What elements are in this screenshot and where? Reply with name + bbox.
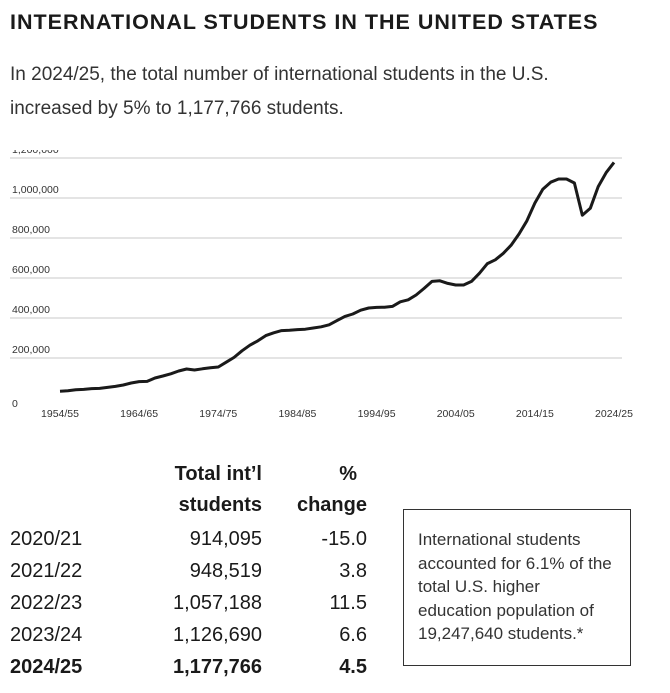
row-total: 914,095 <box>189 528 262 550</box>
row-change: 6.6 <box>339 624 367 646</box>
row-change: 3.8 <box>339 560 367 582</box>
title: INTERNATIONAL STUDENTS IN THE UNITED STA… <box>10 10 599 34</box>
row-total: 1,177,766 <box>173 656 262 678</box>
chart: 0 200,000 400,000 600,000 800,000 1,000,000 1,… <box>10 150 633 420</box>
x-tick-label: 2024/25 <box>595 408 633 420</box>
row-total: 948,519 <box>189 560 262 582</box>
column-header: students <box>178 494 262 516</box>
y-tick-label: 600,000 <box>12 264 50 276</box>
row-year: 2023/24 <box>10 624 83 646</box>
x-tick-label: 1984/85 <box>278 408 316 420</box>
column-header: change <box>296 494 367 516</box>
row-change: -15.0 <box>321 528 367 550</box>
y-tick-label: 800,000 <box>12 224 50 236</box>
row-total: 1,057,188 <box>173 592 262 614</box>
line <box>59 161 616 393</box>
y-tick-label: 400,000 <box>12 304 50 316</box>
row-change: 4.5 <box>339 656 367 678</box>
row-change: 11.5 <box>329 592 367 614</box>
row-year: 2021/22 <box>10 560 83 582</box>
row-total: 1,126,690 <box>173 624 262 646</box>
row-year: 2024/25 <box>10 656 83 678</box>
x-tick-label: 1954/55 <box>41 408 79 420</box>
column-header: % <box>339 463 357 485</box>
x-tick-label: 1994/95 <box>358 408 396 420</box>
y-tick-label: 200,000 <box>12 344 50 356</box>
x-tick-label: 2014/15 <box>516 408 554 420</box>
subtitle: In 2024/25, the total number of internat… <box>10 64 549 119</box>
x-tick-label: 1974/75 <box>199 408 237 420</box>
y-tick-label: 1,200,000 <box>12 150 59 156</box>
x-tick-label: 1964/65 <box>120 408 158 420</box>
y-tick-label: 1,000,000 <box>12 184 59 196</box>
row-year: 2020/21 <box>10 528 83 550</box>
column-header: Total int’l <box>174 463 262 485</box>
x-tick-label: 2004/05 <box>437 408 475 420</box>
note: International students accounted for 6.1… <box>403 509 631 666</box>
row-year: 2022/23 <box>10 592 83 614</box>
y-tick-label: 0 <box>12 398 18 410</box>
